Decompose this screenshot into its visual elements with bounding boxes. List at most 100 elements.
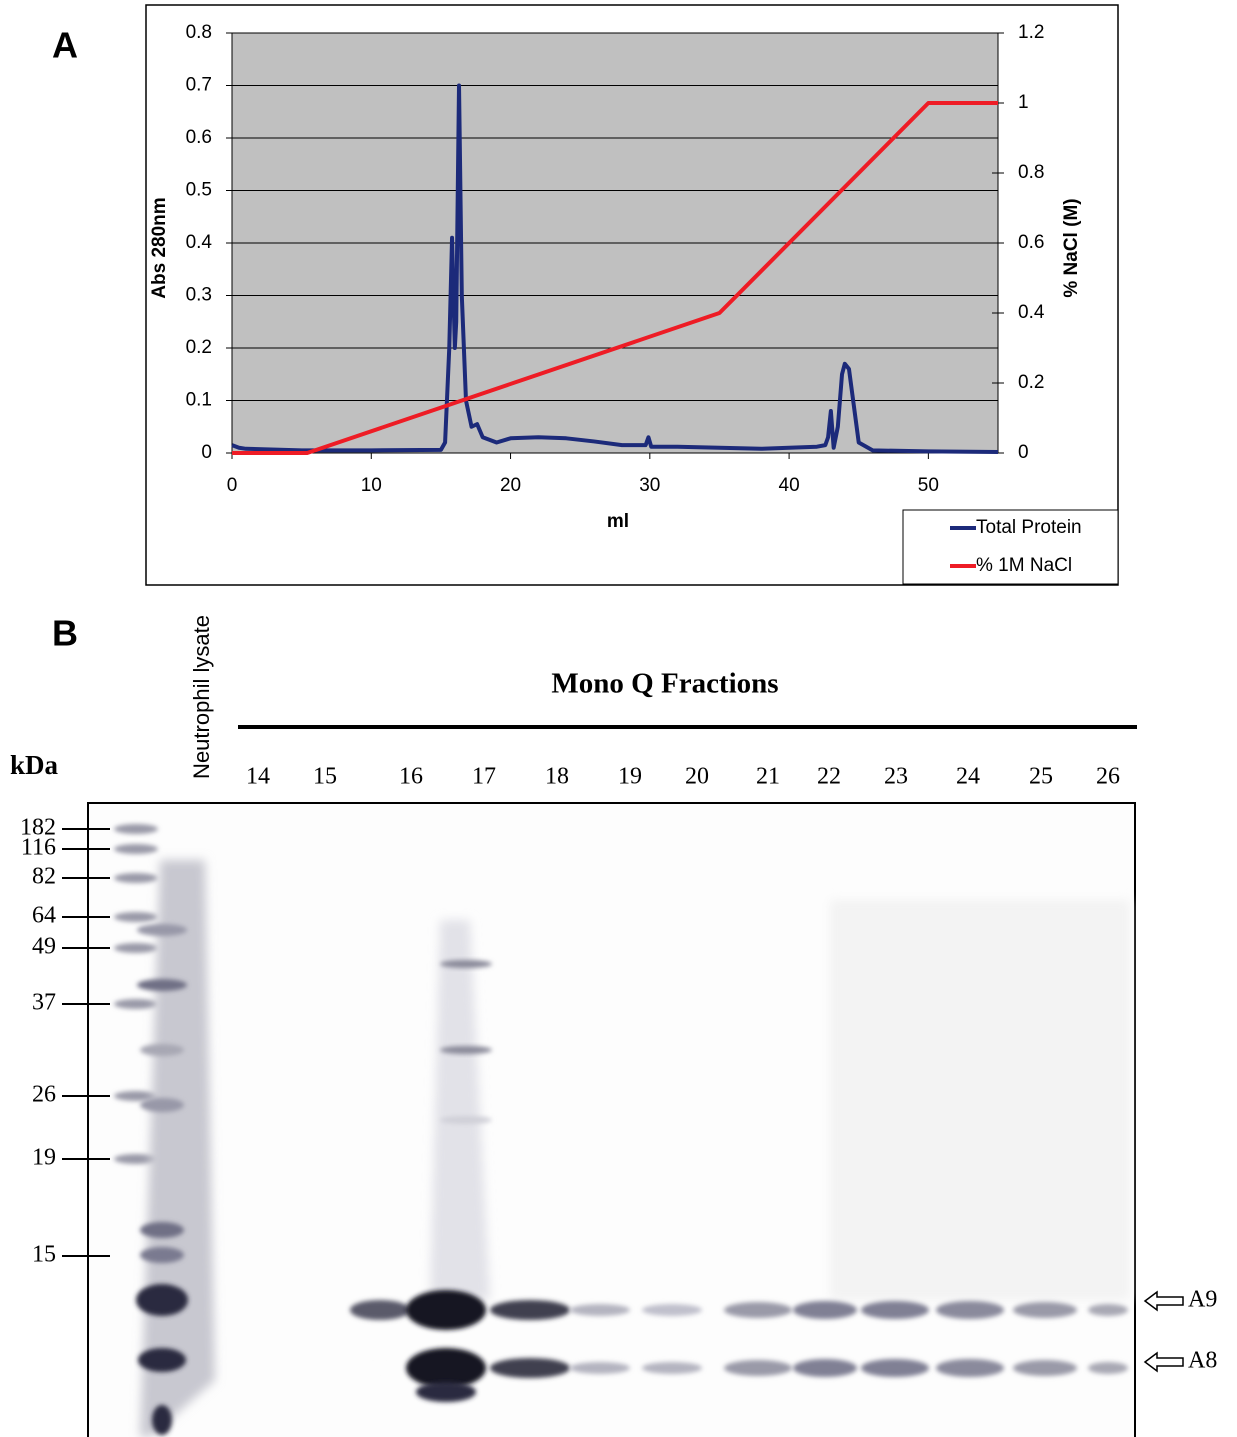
band-a8	[936, 1359, 1004, 1377]
panel-label: A	[52, 25, 78, 66]
band-a9	[724, 1302, 792, 1318]
minor-band	[440, 1116, 492, 1124]
chart: 0 0.1 0.2 0.3 0.4 0.5 0.6 0.7 0.8 0 0.2 0.4 0.6 0.8 1 1…	[149, 22, 1119, 585]
y2-tick-label: 1	[1018, 92, 1029, 113]
lysate-band	[137, 979, 187, 991]
y2-axis-label: % NaCl (M)	[1061, 198, 1082, 297]
fraction-label: 17	[472, 764, 496, 790]
lysate-band	[140, 1247, 184, 1263]
marker-label: 182	[20, 815, 56, 841]
band-a8	[793, 1359, 857, 1377]
lane-smear	[430, 920, 490, 1300]
band-a9	[350, 1300, 410, 1320]
gel-shade	[830, 900, 1130, 1300]
ladder-band	[114, 912, 158, 922]
y-axis-label: Abs 280nm	[149, 197, 170, 298]
lysate-band	[138, 1348, 186, 1372]
band-a8	[490, 1358, 570, 1378]
fraction-label: 19	[618, 764, 642, 790]
chart-frame	[145, 4, 1119, 586]
band-a8	[1088, 1362, 1128, 1374]
data-line	[231, 83, 999, 454]
fraction-label: 16	[399, 764, 423, 790]
y-tick-label: 0.8	[186, 22, 212, 43]
lysate-band	[137, 924, 187, 936]
legend-label: Total Protein	[976, 517, 1082, 538]
y-tick-label: 0.6	[186, 127, 212, 148]
band-a8	[350, 1358, 410, 1378]
lysate-band	[136, 1284, 188, 1316]
marker-label: 19	[32, 1145, 56, 1171]
fraction-label: 20	[685, 764, 709, 790]
ladder-band	[114, 943, 158, 953]
marker-label: 49	[32, 934, 56, 960]
band-a9	[1013, 1302, 1077, 1318]
y-tick-label: 0.5	[186, 180, 212, 201]
y2-tick-label: 0	[1018, 442, 1029, 463]
fraction-label: 18	[545, 764, 569, 790]
band-a9	[406, 1290, 486, 1330]
band-a8	[861, 1359, 929, 1377]
marker-label: 15	[32, 1242, 56, 1268]
fraction-label: 14	[246, 764, 270, 790]
marker-label: 116	[21, 835, 56, 861]
x-tick-label: 10	[361, 475, 382, 496]
y-tick-label: 0	[201, 442, 212, 463]
band-a8	[642, 1362, 702, 1374]
lysate-band	[140, 1222, 184, 1238]
band-a8	[724, 1360, 792, 1376]
y2-tick-label: 0.4	[1018, 302, 1045, 323]
gel-title: Mono Q Fractions	[551, 668, 778, 700]
x-tick-label: 50	[918, 475, 939, 496]
y-tick-label: 0.7	[186, 75, 212, 96]
legend-label: % 1M NaCl	[976, 555, 1072, 576]
minor-band	[440, 1046, 492, 1054]
fraction-label: 25	[1029, 764, 1053, 790]
y-tick-label: 0.3	[186, 285, 212, 306]
x-tick-label: 40	[779, 475, 800, 496]
marker-label: 64	[32, 903, 56, 929]
minor-band	[440, 960, 492, 968]
band-a8	[570, 1362, 630, 1374]
y-tick-label: 0.4	[186, 232, 213, 253]
y-tick-label: 0.1	[186, 390, 212, 411]
y-tick-label: 0.2	[186, 337, 212, 358]
fraction-label: 23	[884, 764, 908, 790]
gel: Neutrophil lysate Mono Q Fractions kDa 1…	[10, 615, 1217, 1437]
y2-tick-label: 0.2	[1018, 372, 1044, 393]
x-tick-label: 0	[227, 475, 238, 496]
band-arrow	[1143, 1351, 1184, 1373]
marker-label: 26	[32, 1082, 56, 1108]
legend-frame	[902, 509, 1119, 585]
ladder-band	[114, 844, 158, 854]
x-tick-label: 20	[500, 475, 521, 496]
lysate-band	[140, 1044, 184, 1056]
band-a9	[570, 1304, 630, 1316]
ladder-band	[114, 1154, 158, 1164]
fraction-label: 22	[817, 764, 841, 790]
lysate-band	[140, 1098, 184, 1112]
fraction-label: 26	[1096, 764, 1120, 790]
x-tick-label: 30	[639, 475, 660, 496]
band-a9	[861, 1301, 929, 1319]
band-arrow	[1143, 1290, 1184, 1312]
y2-tick-label: 1.2	[1018, 22, 1044, 43]
y2-tick-label: 0.8	[1018, 162, 1044, 183]
ladder-band	[114, 1091, 158, 1101]
band	[416, 1382, 476, 1402]
marker-label: 82	[32, 864, 56, 890]
ladder-band	[114, 873, 158, 883]
band-a9	[1088, 1304, 1128, 1316]
ladder-band	[114, 824, 158, 834]
band-a8	[1013, 1360, 1077, 1376]
fraction-label: 21	[756, 764, 780, 790]
lysate-band	[152, 1405, 172, 1435]
marker-label: 37	[32, 990, 56, 1016]
band-a9	[793, 1301, 857, 1319]
band-a9	[936, 1301, 1004, 1319]
panel-label: B	[52, 613, 78, 654]
band-a8	[406, 1348, 486, 1388]
